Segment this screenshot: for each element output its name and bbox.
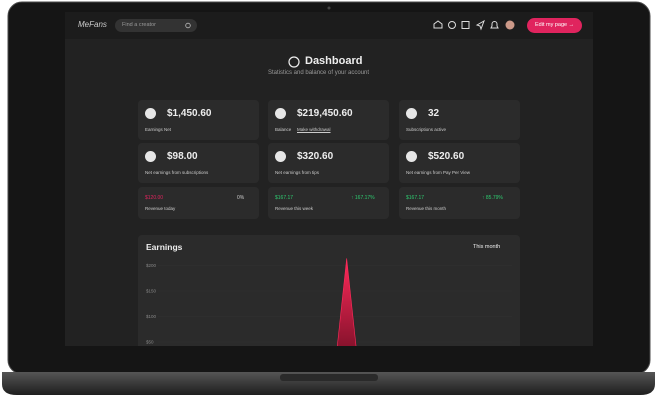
dashboard-subtitle: Statistics and balance of your account: [268, 70, 370, 76]
revenue-change: 0%: [237, 195, 245, 201]
stat-card: [399, 143, 520, 183]
card-label: Subscriptions active: [406, 127, 447, 132]
card-label: Earnings Net: [145, 127, 172, 132]
revenue-value: $167.17: [406, 195, 425, 201]
y-tick-label: $50: [146, 340, 154, 345]
card-label: Net earnings from subscriptions: [145, 170, 209, 175]
camera: [327, 6, 331, 10]
revenue-change: ↑ 167.17%: [351, 195, 375, 201]
card-label: Net earnings from Pay Per View: [406, 170, 470, 175]
period-select[interactable]: This month: [473, 244, 501, 250]
explore-icon[interactable]: [448, 21, 456, 29]
calendar-icon[interactable]: [461, 21, 470, 29]
search-icon: [185, 22, 191, 29]
stat-card: [138, 100, 259, 140]
y-tick-label: $200: [146, 263, 157, 268]
earnings-area: [336, 258, 357, 346]
revenue-label: Revenue this week: [275, 206, 314, 211]
y-tick-label: $150: [146, 289, 157, 294]
search-box[interactable]: [115, 19, 197, 32]
revenue-card: [138, 187, 259, 219]
y-tick-label: $100: [146, 314, 157, 319]
earnings-panel: [138, 235, 520, 346]
edit-button[interactable]: [527, 18, 582, 33]
card-icon: [145, 151, 156, 162]
earnings-chart: $200 $150 $100 $50: [146, 258, 512, 346]
edit-button-label[interactable]: Edit my page →: [535, 22, 575, 28]
search-placeholder: Find a creator: [122, 22, 156, 28]
card-label: Balance: [275, 127, 292, 132]
laptop-base: [2, 372, 655, 395]
earnings-title: Earnings: [146, 242, 183, 252]
card-value: $98.00: [167, 151, 198, 162]
card-label: Net earnings from tips: [275, 170, 320, 175]
dashboard-icon: [288, 56, 300, 68]
card-value: $1,450.60: [167, 108, 212, 119]
stat-card: [399, 100, 520, 140]
nav-icons: [433, 19, 499, 31]
card-icon: [275, 151, 286, 162]
card-value: 32: [428, 108, 440, 119]
card-value: $520.60: [428, 151, 465, 162]
revenue-label: Revenue today: [145, 206, 176, 211]
revenue-change: ↑ 85.79%: [482, 195, 503, 201]
card-value: $320.60: [297, 151, 334, 162]
revenue-card: [399, 187, 520, 219]
home-icon[interactable]: [433, 20, 443, 29]
dashboard-title: Dashboard: [305, 55, 363, 67]
card-icon: [406, 151, 417, 162]
revenue-value: $120.00: [145, 195, 164, 201]
card-value: $219,450.60: [297, 108, 353, 119]
card-icon: [406, 108, 417, 119]
revenue-card: [268, 187, 389, 219]
revenue-label: Revenue this month: [406, 206, 447, 211]
card-icon: [275, 108, 286, 119]
stat-card: [138, 143, 259, 183]
stat-card: [268, 100, 389, 140]
send-icon[interactable]: [475, 19, 485, 31]
revenue-value: $167.17: [275, 195, 294, 201]
stat-card: [268, 143, 389, 183]
card-icon: [145, 108, 156, 119]
bell-icon[interactable]: [490, 21, 499, 29]
base-notch: [280, 374, 378, 381]
avatar[interactable]: [505, 20, 515, 30]
withdraw-link[interactable]: Make withdrawal: [297, 127, 331, 132]
logo: MeFans: [78, 20, 107, 29]
